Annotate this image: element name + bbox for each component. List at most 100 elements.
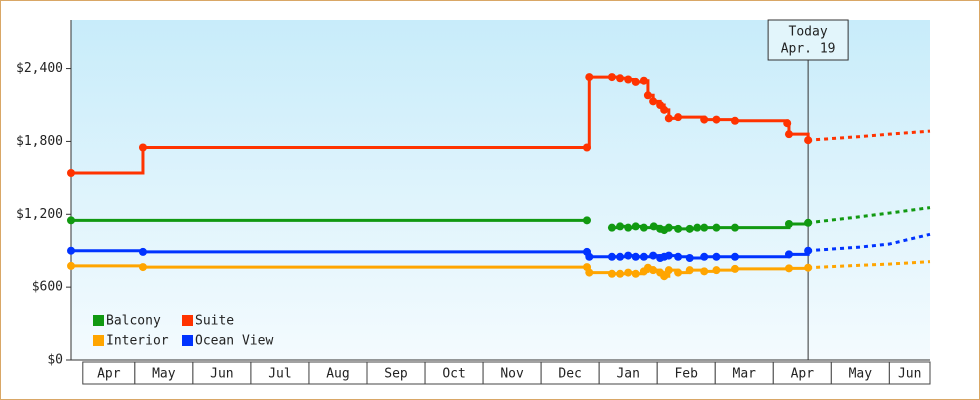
point <box>784 130 793 139</box>
point <box>67 169 75 177</box>
point <box>631 269 640 278</box>
point <box>730 264 739 273</box>
point <box>607 73 616 82</box>
point <box>624 251 633 260</box>
x-tick-label: Dec <box>558 367 581 382</box>
legend-label: Interior <box>106 334 169 349</box>
point <box>804 136 813 145</box>
point <box>783 119 792 128</box>
x-tick-label: Mar <box>733 367 757 382</box>
y-tick-label: $2,400 <box>16 61 63 76</box>
x-tick-label: Oct <box>442 367 465 382</box>
point <box>616 269 625 278</box>
point <box>643 91 652 100</box>
projection-line <box>807 206 931 225</box>
x-tick-box <box>888 361 931 385</box>
x-tick-label: Jun <box>898 367 921 382</box>
legend-swatch <box>93 335 104 346</box>
point <box>700 223 709 232</box>
point <box>624 268 633 277</box>
x-tick-label: Jul <box>268 367 291 382</box>
today-label: Apr. 19 <box>781 42 836 57</box>
point <box>664 266 673 275</box>
point <box>67 261 75 270</box>
point <box>616 74 625 83</box>
point <box>674 268 683 277</box>
today-box <box>767 19 849 61</box>
point <box>804 246 813 255</box>
point <box>585 252 594 261</box>
point <box>664 251 673 260</box>
point <box>649 222 658 231</box>
point <box>585 73 594 82</box>
point <box>804 218 813 227</box>
point <box>639 223 648 232</box>
point <box>67 246 75 255</box>
point <box>664 223 673 232</box>
point <box>582 216 591 225</box>
y-tick-label: $600 <box>32 280 63 295</box>
legend-label: Ocean View <box>195 334 273 349</box>
point <box>639 76 648 85</box>
point <box>660 105 669 114</box>
plot-area <box>71 20 930 360</box>
point <box>674 252 683 261</box>
point <box>624 223 633 232</box>
legend-swatch <box>182 315 193 326</box>
x-tick-label: Sep <box>384 367 408 382</box>
point <box>685 266 694 275</box>
point <box>664 114 673 123</box>
point <box>784 220 793 228</box>
point <box>730 223 739 232</box>
point <box>585 268 594 277</box>
point <box>784 250 793 259</box>
point <box>138 247 147 256</box>
legend-swatch <box>93 315 104 326</box>
y-tick-label: $0 <box>47 353 63 368</box>
point <box>631 77 640 86</box>
projection-line <box>808 232 931 253</box>
x-tick-label: May <box>152 367 176 382</box>
point <box>730 116 739 125</box>
today-label: Today <box>789 25 828 40</box>
point <box>660 272 669 281</box>
projection-line <box>808 260 931 270</box>
point <box>607 269 616 278</box>
point <box>712 252 721 261</box>
point <box>607 252 616 261</box>
x-tick-label: Apr <box>791 367 815 382</box>
point <box>730 252 739 261</box>
x-tick-label: Apr <box>97 367 121 382</box>
point <box>685 224 694 233</box>
legend-label: Suite <box>195 314 234 329</box>
legend-label: Balcony <box>106 314 161 329</box>
point <box>700 115 709 124</box>
point <box>631 222 640 231</box>
point <box>616 252 625 261</box>
y-tick-label: $1,200 <box>16 207 63 222</box>
point <box>712 223 721 232</box>
point <box>700 267 709 276</box>
point <box>649 97 658 106</box>
point <box>700 252 709 261</box>
point <box>616 222 625 231</box>
point <box>649 251 658 260</box>
point <box>138 263 147 272</box>
point <box>138 143 147 152</box>
point <box>784 264 793 273</box>
point <box>674 224 683 233</box>
x-tick-label: May <box>849 367 873 382</box>
x-tick-label: Jan <box>616 367 639 382</box>
point <box>804 263 813 272</box>
projection-line <box>808 129 931 142</box>
x-tick-label: Nov <box>500 367 524 382</box>
point <box>649 266 658 275</box>
x-tick-label: Aug <box>326 367 349 382</box>
legend-swatch <box>182 335 193 346</box>
point <box>582 143 591 152</box>
x-tick-label: Jun <box>210 367 233 382</box>
point <box>674 113 683 122</box>
point <box>712 266 721 275</box>
y-tick-label: $1,800 <box>16 134 63 149</box>
point <box>624 75 633 84</box>
